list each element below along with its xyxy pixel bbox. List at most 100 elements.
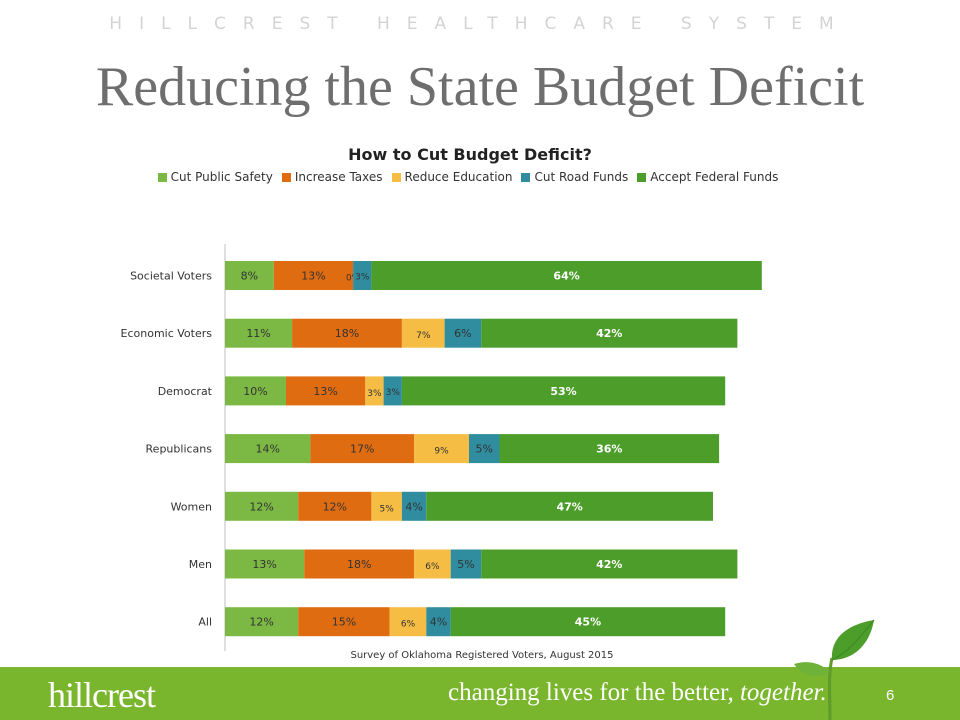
data-label: 45% [575,616,601,629]
bar-segment [225,376,286,406]
bar-segment [414,549,451,579]
bar-segment [499,434,720,464]
legend-swatch [281,172,291,182]
data-label: 6% [401,620,416,630]
legend-item-accept-federal-funds: Accept Federal Funds [637,170,778,184]
data-label: 36% [596,443,622,456]
data-label: 13% [301,270,325,283]
bar-segment [469,434,500,464]
legend-item-cut-public-safety: Cut Public Safety [157,170,273,184]
data-label: 18% [335,327,359,340]
category-label: Republicans [146,443,213,456]
bar-segment [371,261,762,290]
category-label: Societal Voters [130,270,212,283]
data-label: 3% [386,388,401,398]
data-label: 13% [252,558,276,571]
bar-segment [401,491,427,521]
hillcrest-logo: hillcrest [48,675,156,715]
bar-segment [444,318,482,348]
category-label: Men [189,558,212,571]
legend-label: Accept Federal Funds [650,170,779,184]
bar-segment [371,491,402,521]
bar-segment [426,491,713,521]
legend-swatch [391,172,401,182]
data-label: 3% [367,389,382,399]
category-label: All [198,616,212,629]
data-label: 3% [355,273,370,283]
data-label: 4% [405,500,422,513]
data-label: 15% [332,616,356,629]
bar-segment [450,607,726,637]
slide-title: Reducing the State Budget Deficit [95,56,865,118]
legend-item-increase-taxes: Increase Taxes [281,170,383,184]
bar-segment [298,607,390,637]
bar-segment [225,549,305,579]
category-label: Democrat [158,385,213,398]
legend-swatch [637,172,647,182]
legend-label: Cut Road Funds [534,170,629,184]
data-label: 9% [434,447,449,457]
data-label: 17% [350,443,374,456]
category-label: Economic Voters [121,327,213,340]
bar-segment [481,318,738,348]
footer-band [0,667,960,720]
data-label: 12% [249,616,273,629]
chart-legend: Cut Public Safety Increase Taxes Reduce … [0,170,936,184]
data-label: 4% [430,616,447,629]
category-label: Women [171,500,212,513]
data-label: 42% [596,327,622,340]
bar-segment [273,261,354,290]
data-label: 47% [556,500,582,513]
bar-segment [225,261,274,290]
bar-segment [401,318,445,348]
data-label: 18% [347,558,371,571]
tagline-main: changing lives for the better, [448,679,740,706]
bar-segment [292,318,402,348]
data-label: 7% [416,331,431,341]
bar-segment [450,549,482,579]
legend-label: Cut Public Safety [170,170,273,184]
legend-swatch [521,172,531,182]
bar-segment [426,607,451,637]
legend-item-cut-road-funds: Cut Road Funds [521,170,628,184]
data-label: 14% [255,443,279,456]
data-label: 13% [313,385,337,398]
data-label: 53% [550,385,576,398]
bar-segment [353,261,372,290]
bar-segment [401,376,726,406]
footer-tagline: changing lives for the better, together. [448,679,827,707]
data-label: 64% [553,270,579,283]
data-label: 42% [596,558,622,571]
bar-segment [225,318,293,348]
source-note: Survey of Oklahoma Registered Voters, Au… [350,650,613,661]
bar-segment [286,376,366,406]
bar-segment [414,434,469,464]
data-label: 12% [323,500,347,513]
bar-segment [225,434,311,464]
legend-swatch [157,172,167,182]
data-label: 12% [249,500,273,513]
data-label: 5% [380,504,395,514]
tagline-emphasis: together. [739,679,827,706]
legend-label: Reduce Education [404,170,513,184]
bar-segment [304,549,415,579]
data-label: 10% [243,385,267,398]
data-label: 6% [454,327,471,340]
data-label: 11% [246,327,270,340]
bar-segment [298,491,372,521]
data-label: 6% [425,562,440,572]
bar-segment [225,607,299,637]
bar-segment [225,491,299,521]
legend-label: Increase Taxes [294,170,383,184]
sprout-icon [794,619,875,720]
chart-title: How to Cut Budget Deficit? [348,145,592,164]
data-label: 5% [476,443,493,456]
data-label: 8% [241,270,258,283]
organization-banner: HILLCREST HEALTHCARE SYSTEM [109,14,851,34]
legend-item-reduce-education: Reduce Education [391,170,513,184]
bar-segment [310,434,415,464]
bar-segment [389,607,427,637]
page-number: 6 [886,687,895,704]
bar-segment [383,376,402,406]
